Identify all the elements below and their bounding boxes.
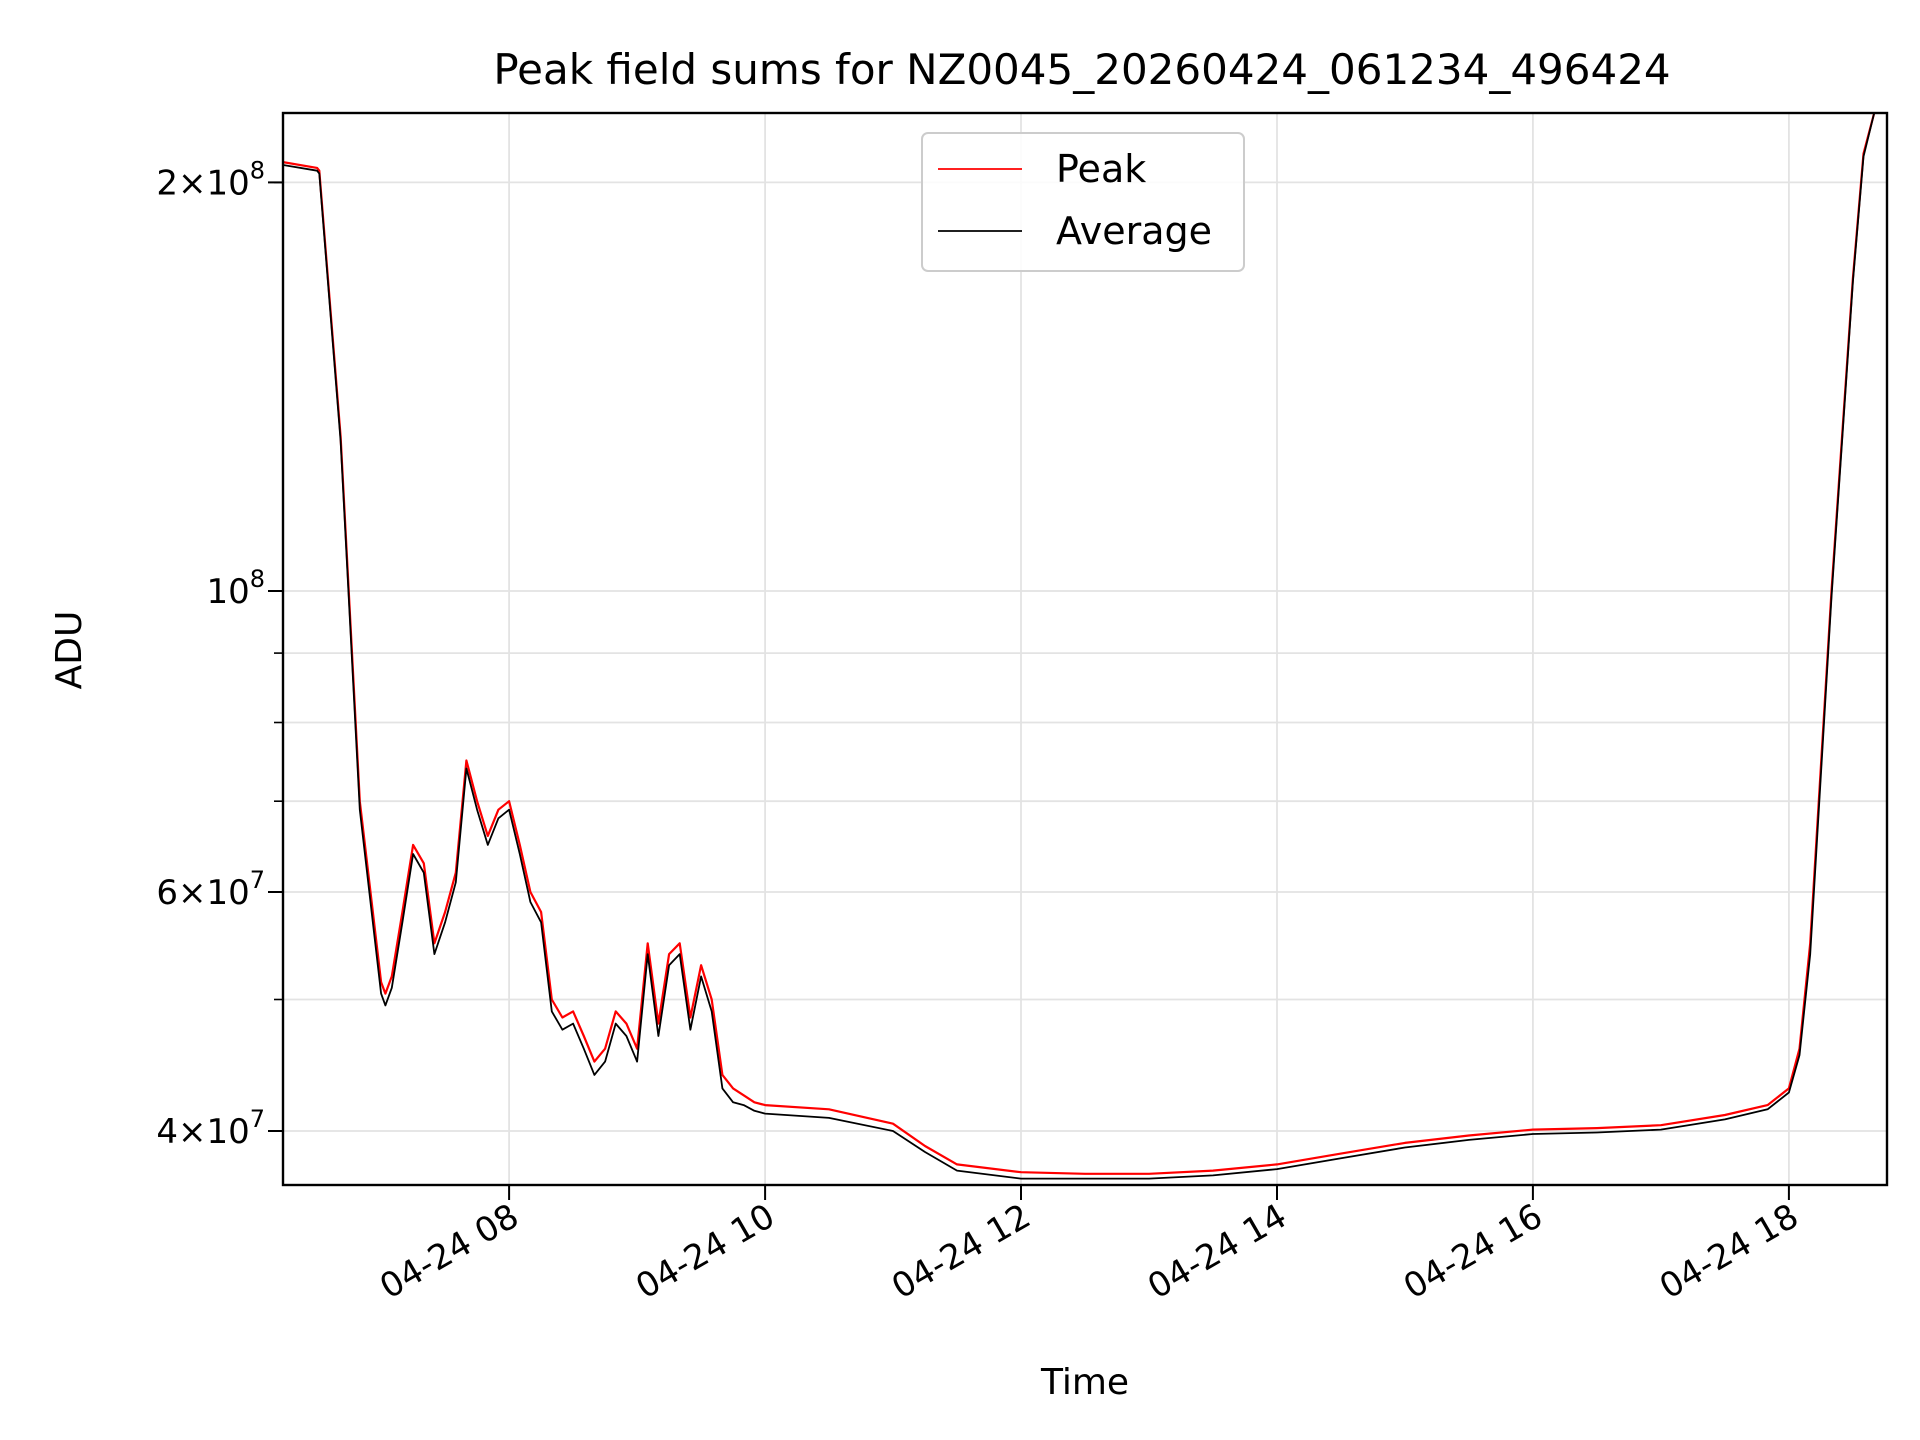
grid bbox=[283, 113, 1887, 1185]
y-tick-label: 4×107 bbox=[156, 1105, 265, 1152]
x-axis-label: Time bbox=[1040, 1362, 1129, 1403]
y-tick-label: 2×108 bbox=[156, 156, 265, 203]
legend-label-peak: Peak bbox=[1056, 147, 1146, 191]
y-tick-label: 6×107 bbox=[156, 866, 265, 913]
y-tick-label: 108 bbox=[206, 565, 265, 612]
plot-area bbox=[281, 111, 1889, 1187]
y-axis-label: ADU bbox=[49, 611, 90, 690]
series-line-average bbox=[283, 113, 1876, 1180]
legend-label-average: Average bbox=[1056, 209, 1212, 253]
chart-title: Peak field sums for NZ0045_20260424_0612… bbox=[493, 45, 1670, 94]
series-layer bbox=[283, 113, 1876, 1180]
legend-box bbox=[921, 132, 1245, 272]
y-axis-ticks: 2×108 108 6×107 4×107 bbox=[156, 156, 283, 1152]
series-line-peak bbox=[283, 113, 1876, 1175]
legend: Peak Average bbox=[921, 132, 1245, 272]
